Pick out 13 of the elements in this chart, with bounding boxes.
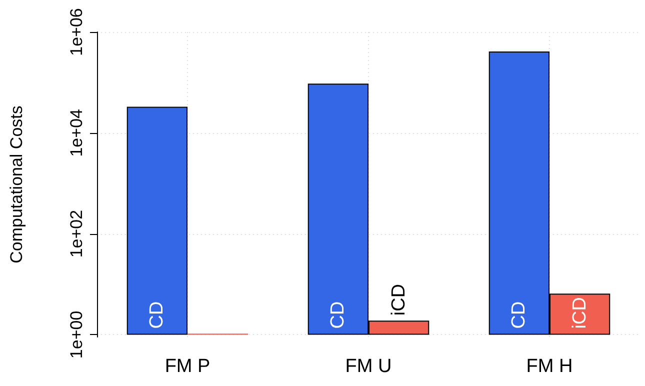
y-tick-label: 1e+04 [67,109,86,157]
x-tick-label: FM P [164,356,210,377]
y-axis-title: Computational Costs [7,106,26,264]
y-tick-label: 1e+06 [67,8,86,56]
x-tick-label: FM H [526,356,573,377]
text: CD [508,301,530,329]
text: iCD [388,284,410,316]
y-tick-label: 1e+02 [67,210,86,258]
series-label: CD [146,301,168,329]
x-tick-label: FM U [345,356,392,377]
text: CD [328,301,349,329]
series-label: iCD [569,297,590,329]
y-tick-label: 1e+00 [67,310,86,359]
